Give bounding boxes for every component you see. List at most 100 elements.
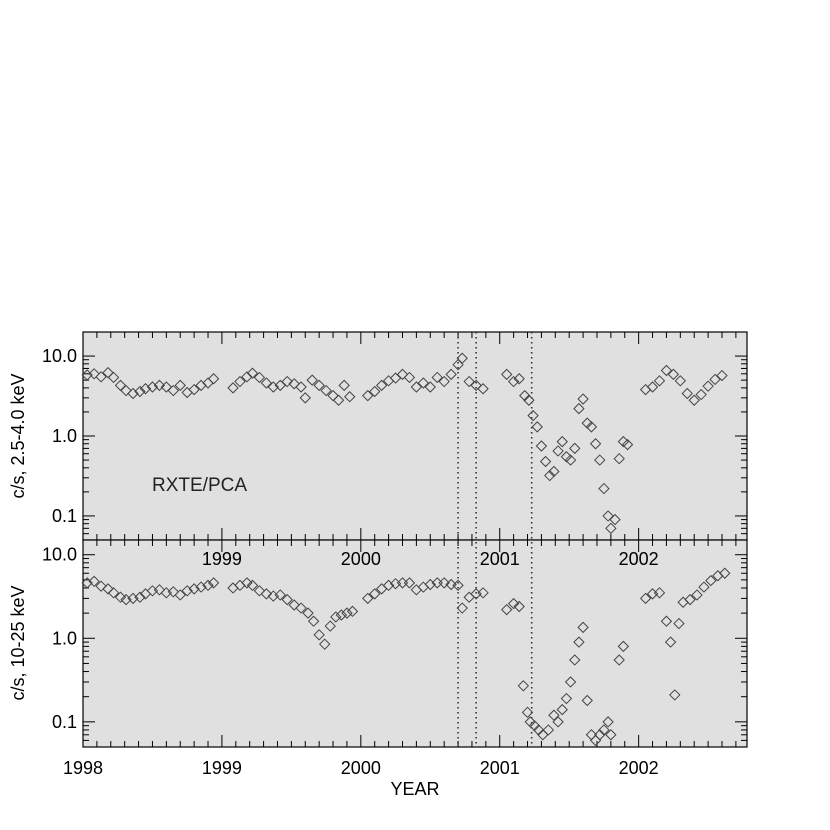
data-point [146, 381, 159, 393]
data-point [102, 366, 114, 379]
data-point [470, 588, 482, 600]
data-point [424, 381, 436, 393]
data-point [139, 383, 152, 395]
data-point [134, 591, 146, 603]
data-point [560, 692, 573, 705]
bottom-panel-data-points [81, 567, 731, 747]
data-point [202, 579, 214, 592]
data-point [81, 577, 93, 589]
data-point [88, 575, 100, 588]
x-tick-label: 1999 [202, 758, 242, 778]
data-point [527, 409, 539, 422]
inner-year-label: 2000 [341, 549, 381, 569]
data-point [695, 388, 707, 401]
data-point [500, 603, 513, 616]
data-point [274, 589, 286, 601]
data-point [674, 375, 687, 387]
data-point [605, 729, 617, 741]
data-point [470, 379, 482, 392]
data-point [653, 375, 666, 387]
data-point [120, 384, 132, 397]
data-point [548, 465, 560, 478]
data-point [306, 374, 318, 386]
data-point [281, 593, 293, 606]
data-point [382, 579, 395, 592]
data-point [362, 592, 374, 605]
data-point [341, 607, 353, 619]
data-point [195, 581, 207, 593]
axis-ticks-layer [82, 331, 747, 748]
data-point [564, 676, 577, 688]
data-point [664, 636, 677, 648]
data-point [369, 385, 381, 398]
y-tick-label: 1.0 [52, 426, 77, 446]
data-point [445, 578, 457, 591]
data-point [396, 368, 409, 381]
y-tick-label: 10.0 [42, 346, 77, 366]
data-point [716, 369, 728, 382]
data-point [188, 383, 200, 396]
data-point [535, 440, 548, 452]
data-point [260, 588, 273, 600]
data-point [577, 393, 589, 405]
data-point [531, 421, 543, 433]
data-point [410, 381, 423, 393]
data-point [330, 611, 342, 623]
data-point [313, 629, 325, 641]
data-point [241, 371, 253, 383]
data-point [107, 587, 120, 599]
data-point [581, 694, 593, 707]
data-point [688, 394, 700, 406]
inner-year-label: 2002 [619, 549, 659, 569]
data-point [134, 385, 146, 398]
data-point [500, 368, 513, 381]
data-point [369, 588, 381, 600]
data-point [246, 367, 259, 379]
data-point [153, 584, 166, 596]
data-point [621, 438, 634, 451]
data-point [517, 680, 530, 692]
data-point [299, 392, 311, 404]
data-point [452, 579, 464, 592]
data-point [167, 586, 180, 598]
data-point [552, 445, 564, 457]
data-point [241, 577, 253, 589]
data-point [477, 587, 489, 599]
data-point [698, 581, 710, 593]
x-tick-label: 2002 [619, 758, 659, 778]
data-point [681, 387, 693, 400]
data-point [456, 602, 468, 614]
data-point [577, 621, 589, 634]
data-point [102, 583, 114, 595]
data-point [344, 391, 356, 403]
data-point [127, 387, 139, 400]
data-point [602, 716, 614, 728]
data-point [295, 602, 307, 614]
x-tick-label: 2001 [480, 758, 520, 778]
y-tick-label: 0.1 [52, 712, 77, 732]
data-point [669, 689, 681, 701]
top-panel-plot-area [82, 331, 748, 541]
data-point [684, 593, 696, 606]
data-point [260, 377, 273, 389]
data-point [114, 379, 127, 392]
data-point [335, 609, 348, 621]
data-point [324, 620, 336, 632]
data-point [375, 379, 388, 392]
data-point [153, 379, 166, 392]
data-point [160, 381, 173, 393]
data-point [560, 451, 573, 463]
data-point [594, 729, 606, 741]
data-point [569, 654, 581, 666]
data-point [585, 421, 598, 433]
data-point [639, 592, 652, 605]
y-tick-label: 1.0 [52, 628, 77, 648]
data-point [327, 389, 339, 402]
data-point [167, 384, 180, 397]
data-point [403, 371, 416, 384]
bottom-panel-plot-area [82, 539, 748, 748]
data-point [114, 591, 127, 603]
data-point [523, 394, 535, 406]
data-point [174, 379, 186, 392]
